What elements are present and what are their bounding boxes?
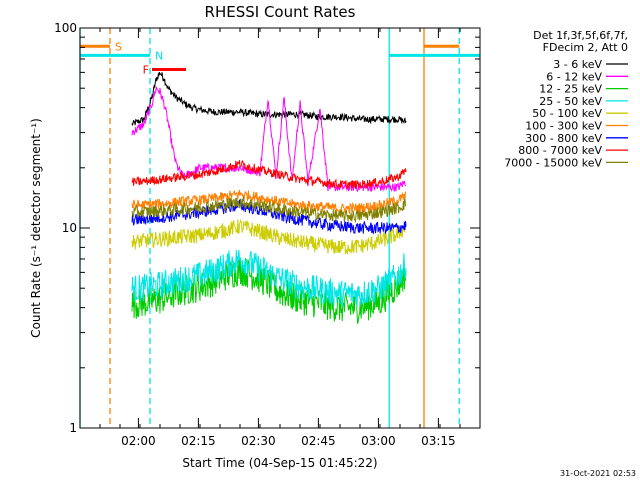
x-tick-label-02-00: 02:00 [121,434,156,448]
legend-label-6-12-kev: 6 - 12 keV [546,70,602,83]
footer-timestamp: 31-Oct-2021 02:53 [560,469,636,478]
series-layer [131,71,407,325]
legend-label-800-7000-kev: 800 - 7000 keV [518,144,602,157]
x-axis: 02:00 02:15 02:30 02:45 03:00 03:15 [99,28,461,448]
y-axis: 1 10 100 [54,21,480,435]
flag-label-f: F [143,64,149,77]
x-tick-label-02-30: 02:30 [241,434,276,448]
series-line-12-25-kev [131,257,407,325]
legend-label-7000-15000-kev: 7000 - 15000 keV [504,156,602,169]
legend-label-100-300-kev: 100 - 300 keV [525,120,602,133]
x-tick-label-02-45: 02:45 [301,434,336,448]
series-line-300-800-kev [131,198,407,235]
series-line-800-7000-kev [131,160,407,190]
legend-header-line-2: FDecim 2, Att 0 [543,41,628,54]
legend: Det 1f,3f,5f,6f,7f, FDecim 2, Att 0 3 - … [504,29,628,169]
x-tick-label-02-15: 02:15 [181,434,216,448]
x-axis-title: Start Time (04-Sep-15 01:45:22) [182,456,377,470]
legend-label-50-100-kev: 50 - 100 keV [532,107,602,120]
series-line-100-300-kev [131,189,407,215]
legend-label-3-6-kev: 3 - 6 keV [553,58,602,71]
series-line-50-100-kev [131,218,407,255]
y-tick-label-100: 100 [54,21,77,35]
legend-header-line-1: Det 1f,3f,5f,6f,7f, [533,29,628,42]
x-tick-label-03-15: 03:15 [421,434,456,448]
flag-label-n: N [155,49,163,62]
y-tick-label-1: 1 [69,421,77,435]
chart-title: RHESSI Count Rates [205,3,356,21]
x-tick-label-03-00: 03:00 [361,434,396,448]
legend-label-12-25-kev: 12 - 25 keV [539,83,602,96]
series-line-7000-15000-kev [131,196,407,224]
y-axis-title: Count Rate (s⁻¹ detector segment⁻¹) [29,118,43,338]
flag-label-s: S [115,40,122,53]
series-line-25-50-kev [131,249,407,308]
series-line-3-6-kev [131,71,407,126]
legend-label-300-800-kev: 300 - 800 keV [525,132,602,145]
legend-label-25-50-kev: 25 - 50 keV [539,95,602,108]
flag-bars: S NF [80,40,480,77]
y-tick-label-10: 10 [62,221,77,235]
